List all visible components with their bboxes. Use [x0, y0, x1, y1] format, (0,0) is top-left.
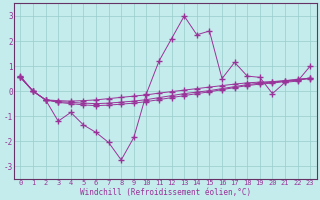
X-axis label: Windchill (Refroidissement éolien,°C): Windchill (Refroidissement éolien,°C) [80, 188, 251, 197]
